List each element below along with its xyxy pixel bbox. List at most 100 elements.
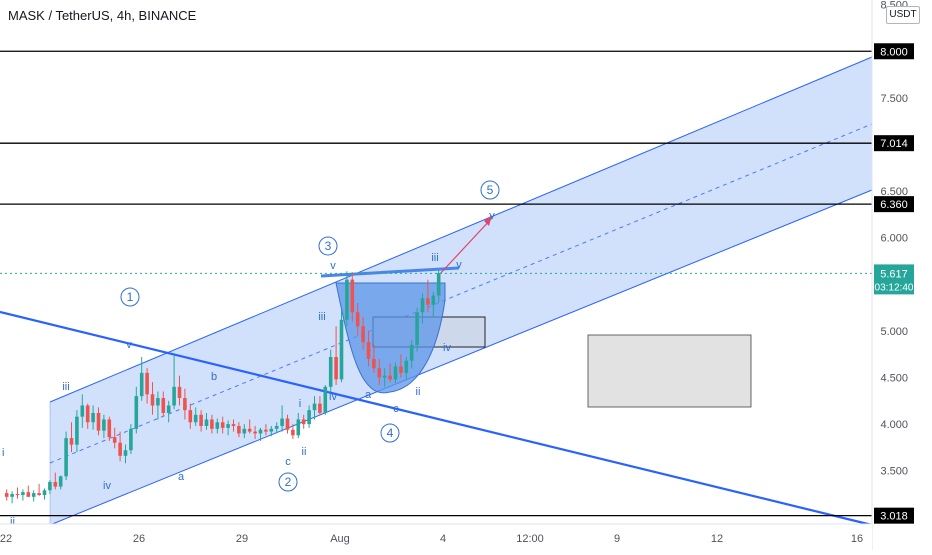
candle-body[interactable] — [220, 422, 225, 428]
candle-body[interactable] — [226, 424, 230, 428]
level-badge-label: 6.360 — [880, 199, 908, 211]
candle-body[interactable] — [48, 481, 52, 491]
candle-body[interactable] — [15, 494, 20, 496]
x-tick-label: 12:00 — [516, 533, 544, 545]
candle-body[interactable] — [215, 422, 220, 429]
candle-body[interactable] — [75, 416, 79, 445]
candle-body[interactable] — [10, 494, 14, 497]
candle-body[interactable] — [118, 442, 122, 456]
candle-body[interactable] — [53, 481, 58, 487]
candle-body[interactable] — [415, 312, 419, 345]
candle-body[interactable] — [183, 398, 187, 411]
candle-body[interactable] — [280, 418, 284, 426]
x-tick-label: Aug — [330, 533, 350, 545]
candle-body[interactable] — [145, 372, 149, 395]
candle-body[interactable] — [237, 425, 241, 434]
candle-body[interactable] — [382, 375, 387, 378]
candle-body[interactable] — [328, 357, 333, 387]
candle-body[interactable] — [4, 493, 9, 497]
wave-label-minor: ii — [302, 446, 307, 458]
candle-body[interactable] — [31, 493, 36, 497]
wave-label-major: 1 — [127, 290, 134, 304]
candle-body[interactable] — [102, 419, 106, 431]
candle-body[interactable] — [172, 386, 176, 406]
candle-body[interactable] — [312, 403, 317, 411]
candle-body[interactable] — [399, 366, 403, 373]
candle-body[interactable] — [388, 375, 392, 380]
candle-body[interactable] — [307, 410, 311, 425]
candle-body[interactable] — [58, 476, 63, 487]
descending-trendline[interactable] — [0, 310, 873, 527]
candle-body[interactable] — [420, 298, 425, 313]
cup-pattern[interactable] — [335, 282, 446, 394]
candle-body[interactable] — [188, 410, 193, 423]
candle-body[interactable] — [285, 418, 290, 430]
candle-body[interactable] — [166, 405, 171, 413]
resistance-line[interactable] — [320, 266, 460, 278]
candle-body[interactable] — [91, 412, 95, 423]
candle-body[interactable] — [242, 428, 247, 434]
candle-body[interactable] — [177, 386, 182, 399]
candle-body[interactable] — [258, 429, 263, 434]
candle-body[interactable] — [193, 414, 198, 423]
candle-body[interactable] — [199, 414, 203, 426]
candle-body[interactable] — [318, 403, 322, 413]
candle-body[interactable] — [355, 312, 360, 327]
candle-body[interactable] — [107, 419, 112, 438]
currency-badge[interactable]: USDT — [886, 6, 920, 24]
target-zone-box[interactable] — [587, 334, 752, 408]
candle-body[interactable] — [85, 405, 90, 423]
projection-arrow[interactable] — [440, 217, 493, 274]
candle-body[interactable] — [26, 492, 31, 497]
candle-body[interactable] — [129, 428, 133, 451]
candle-body[interactable] — [274, 425, 279, 429]
candle-body[interactable] — [37, 493, 41, 495]
candle-body[interactable] — [112, 437, 117, 443]
candle-body[interactable] — [345, 279, 349, 320]
candle-body[interactable] — [231, 424, 236, 426]
channel-upper-line[interactable] — [49, 56, 873, 403]
candle-body[interactable] — [436, 273, 441, 296]
candle-body[interactable] — [204, 419, 209, 426]
candle-body[interactable] — [350, 279, 355, 313]
candle-body[interactable] — [134, 396, 139, 429]
candle-body[interactable] — [296, 419, 301, 436]
candle-body[interactable] — [426, 298, 430, 305]
candle-body[interactable] — [339, 319, 344, 380]
x-tick-label: 4 — [440, 533, 446, 545]
candle-body[interactable] — [80, 405, 85, 417]
candle-body[interactable] — [150, 394, 155, 406]
candle-body[interactable] — [366, 342, 371, 359]
candle-body[interactable] — [156, 398, 160, 406]
candle-body[interactable] — [291, 429, 295, 436]
candle-body[interactable] — [301, 419, 306, 425]
candle-body[interactable] — [139, 372, 144, 397]
candle-body[interactable] — [253, 431, 257, 434]
candle-body[interactable] — [361, 326, 365, 343]
candle-body[interactable] — [431, 295, 436, 305]
candle-body[interactable] — [269, 428, 274, 432]
candle-body[interactable] — [404, 360, 409, 373]
level-badge — [874, 507, 914, 524]
level-badge — [874, 43, 914, 60]
candle-body[interactable] — [210, 419, 214, 429]
candle-body[interactable] — [393, 366, 398, 380]
candle-body[interactable] — [334, 357, 338, 380]
candle-body[interactable] — [409, 344, 414, 361]
candle-body[interactable] — [377, 368, 382, 378]
candle-body[interactable] — [96, 412, 101, 431]
candle-body[interactable] — [323, 386, 328, 413]
channel-lower-line[interactable] — [49, 189, 873, 526]
candle-body[interactable] — [161, 398, 166, 413]
candle-body[interactable] — [64, 438, 68, 477]
candle-body[interactable] — [69, 438, 74, 445]
candle-body[interactable] — [123, 450, 128, 456]
candle-body[interactable] — [264, 429, 268, 432]
projection-arrowhead — [484, 215, 492, 226]
candle-body[interactable] — [372, 358, 376, 369]
candle-body[interactable] — [42, 490, 47, 495]
candle-body[interactable] — [247, 428, 252, 432]
candle-body[interactable] — [21, 492, 25, 495]
wave-label-minor: b — [211, 371, 217, 383]
